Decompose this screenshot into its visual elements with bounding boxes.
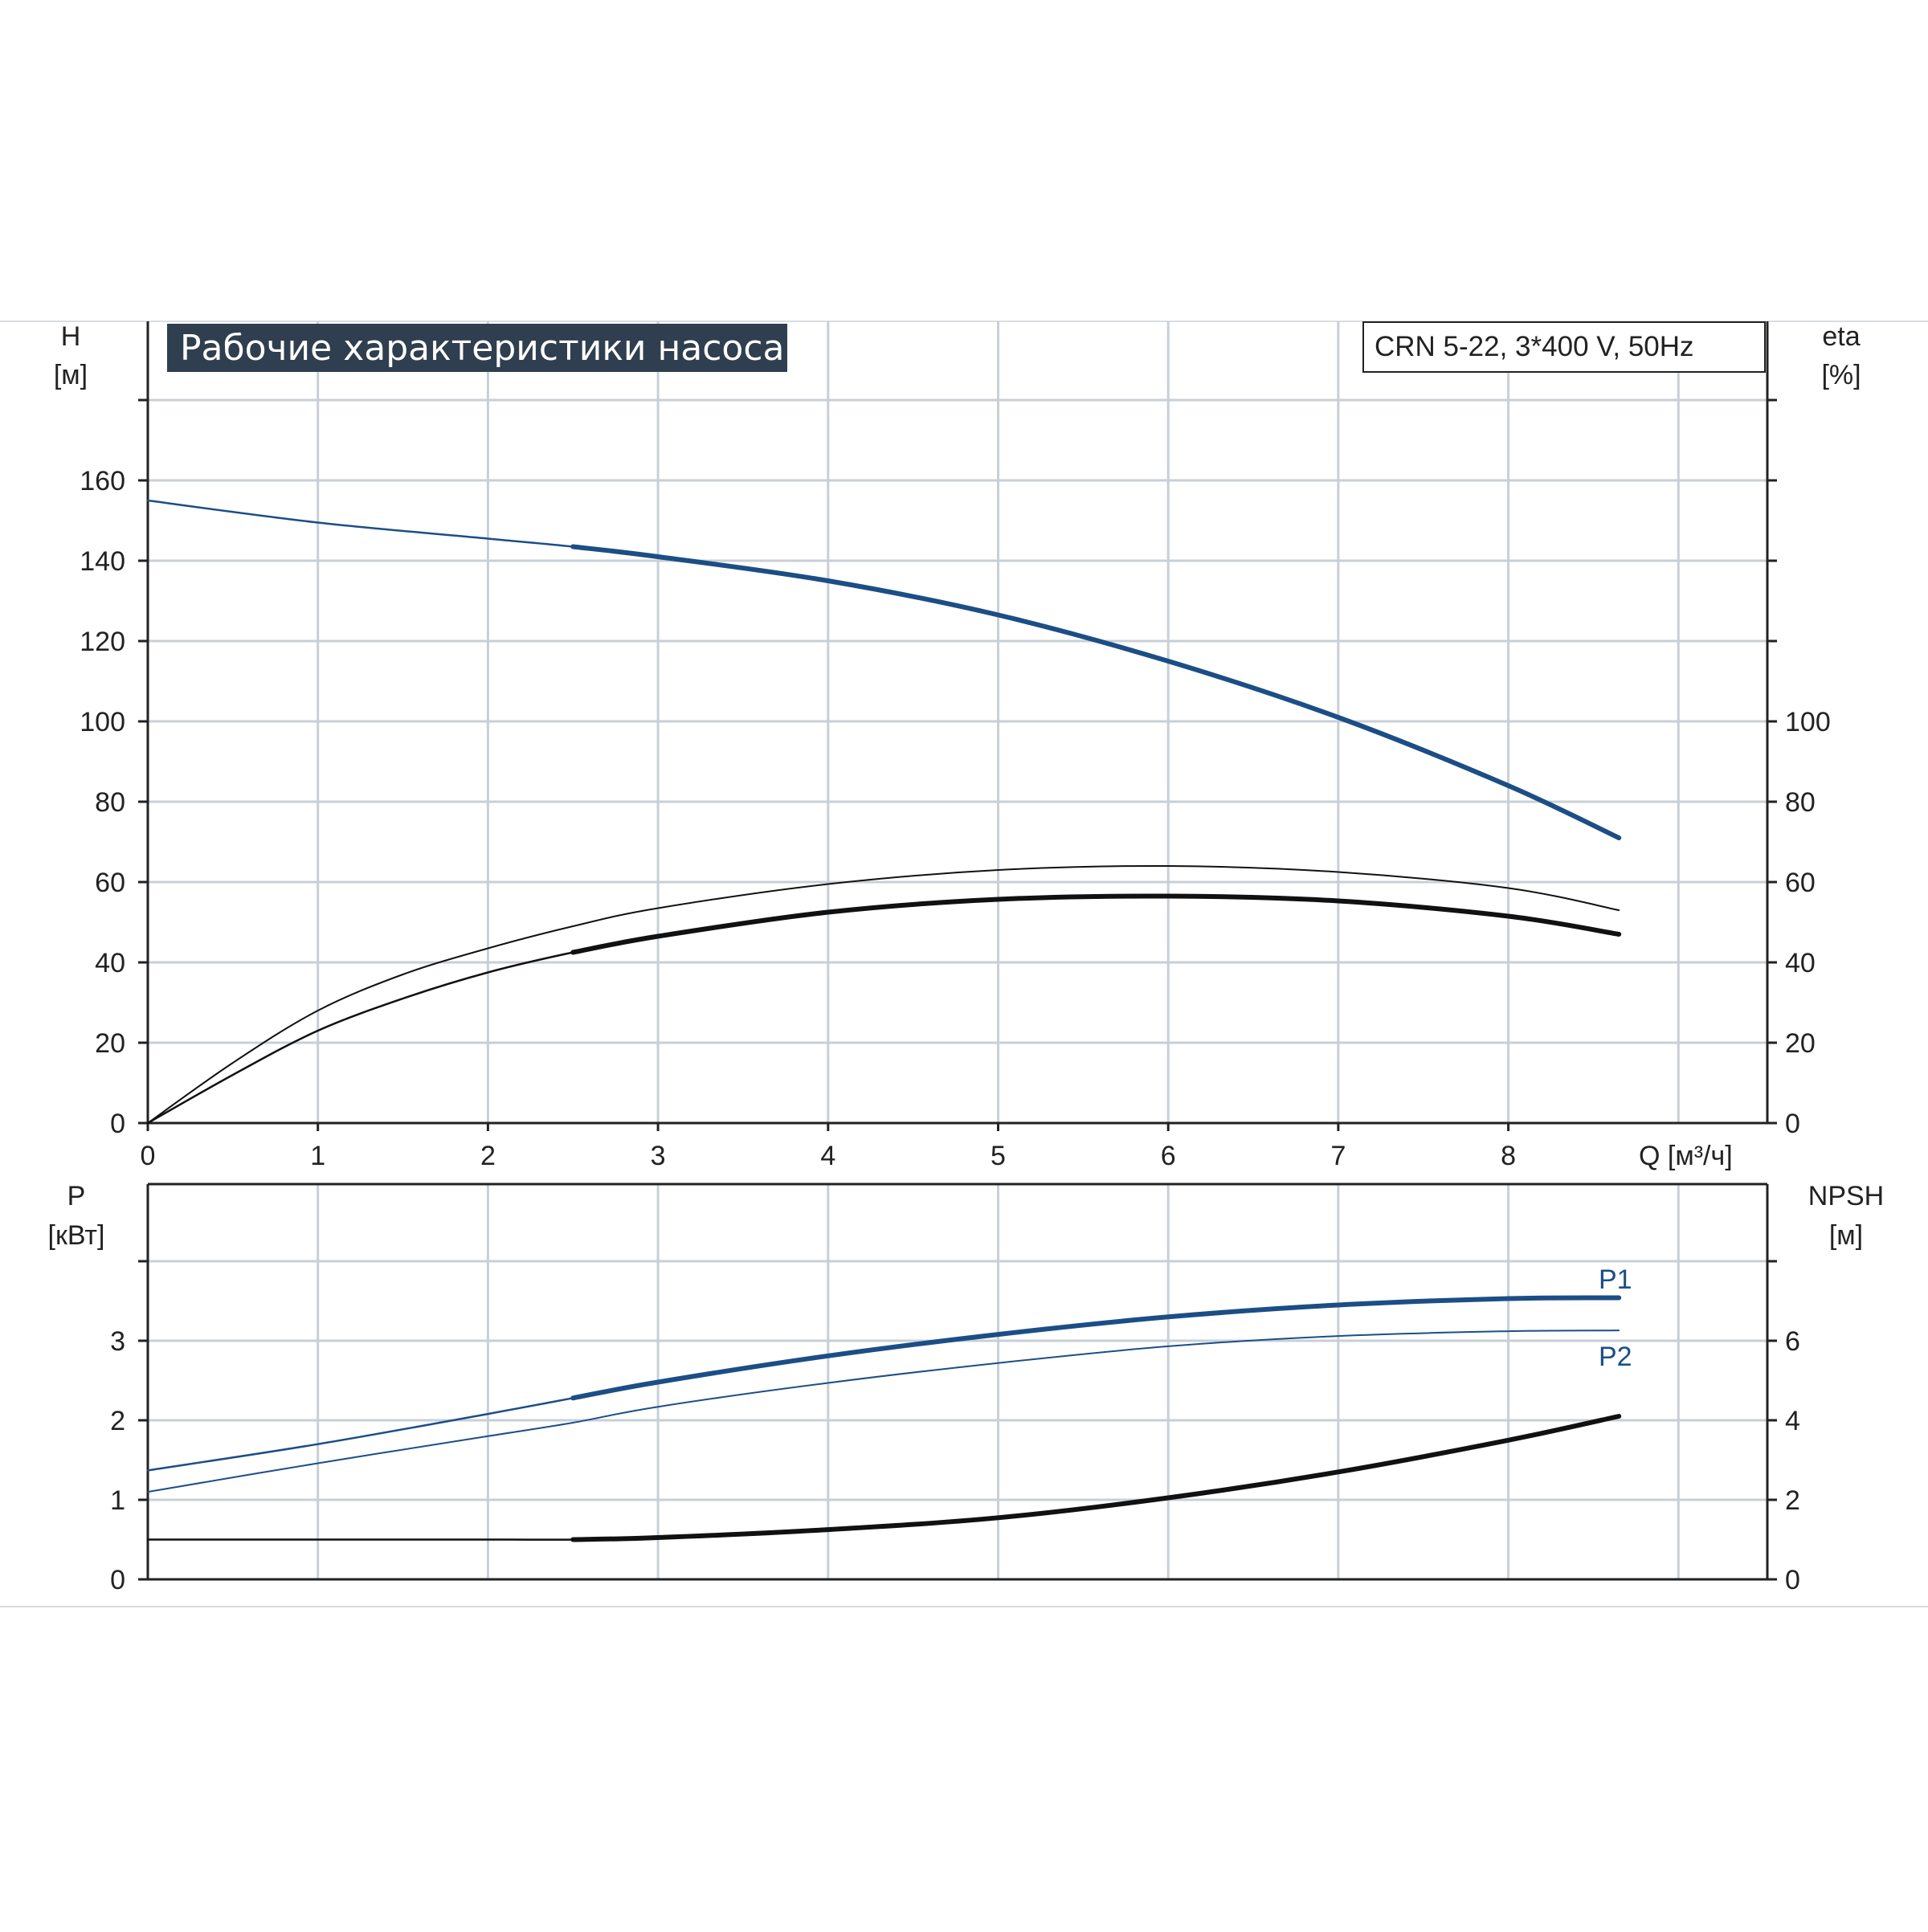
model-label: CRN 5-22, 3*400 V, 50Hz [1375, 331, 1694, 362]
y-tick-label-right: 4 [1785, 1406, 1800, 1436]
y-tick-label-right: 0 [1785, 1565, 1800, 1595]
y-tick-label-left: 120 [80, 627, 125, 657]
x-tick-label: 2 [480, 1141, 496, 1171]
curve-layer [146, 499, 1622, 1542]
y-tick-label-right: 60 [1785, 868, 1816, 898]
y-axis-right-unit: [%] [1821, 360, 1861, 390]
chart-title-background [167, 324, 787, 372]
x-axis-label: Q [м³/ч] [1639, 1141, 1733, 1171]
x-tick-label: 4 [820, 1141, 835, 1171]
p1-curve-label: P1 [1599, 1264, 1632, 1295]
head-curve-operating-range [570, 544, 1622, 840]
y-tick-label-right: 100 [1785, 707, 1831, 737]
efficiency-curve-total [146, 895, 1620, 1125]
x-tick-label: 8 [1501, 1141, 1516, 1171]
y-axis-right-label: eta [1822, 321, 1860, 352]
y-tick-label-left: 40 [95, 948, 125, 978]
y-tick-label-right: 40 [1785, 948, 1816, 978]
x-tick-label: 0 [141, 1141, 156, 1171]
chart-title: Рабочие характеристики насоса [180, 328, 784, 369]
y-tick-label-left: 0 [110, 1109, 125, 1139]
p2-curve-label: P2 [1599, 1342, 1632, 1372]
power-p1-curve-operating-range [570, 1295, 1622, 1401]
y-axis-left-unit: [м] [54, 360, 88, 390]
power-p1-curve [146, 1297, 1620, 1472]
model-box [1362, 321, 1766, 373]
grid-layer [0, 321, 1928, 1607]
y-tick-label-right: 20 [1785, 1028, 1816, 1059]
y-axis-left-label: P [67, 1181, 86, 1211]
y-tick-label-left: 0 [110, 1565, 125, 1595]
x-tick-label: 6 [1161, 1141, 1176, 1171]
y-tick-label-right: 80 [1785, 787, 1816, 818]
y-tick-label-left: 3 [110, 1326, 125, 1357]
y-axis-right-label: NPSH [1808, 1181, 1884, 1211]
y-tick-label-left: 60 [95, 868, 125, 898]
y-tick-label-left: 20 [95, 1028, 125, 1059]
x-tick-label: 3 [651, 1141, 666, 1171]
axis-layer [138, 321, 1777, 1581]
y-tick-label-right: 0 [1785, 1109, 1800, 1139]
power-p2-curve [147, 1330, 1620, 1493]
y-tick-label-left: 2 [110, 1406, 125, 1436]
y-tick-label-left: 140 [80, 546, 125, 577]
x-tick-label: 1 [310, 1141, 325, 1171]
y-axis-left-unit: [кВт] [48, 1220, 105, 1251]
head-curve [146, 499, 1620, 839]
y-tick-label-left: 160 [80, 466, 125, 496]
y-tick-label-right: 6 [1785, 1326, 1800, 1357]
x-tick-label: 5 [991, 1141, 1006, 1171]
x-tick-label: 7 [1330, 1141, 1346, 1171]
y-tick-label-right: 2 [1785, 1485, 1800, 1516]
npsh-curve-operating-range [570, 1414, 1622, 1542]
efficiency-curve-total-operating-range [570, 893, 1622, 955]
y-tick-label-left: 1 [110, 1485, 125, 1516]
y-tick-label-left: 80 [95, 787, 125, 818]
efficiency-curve-pump [147, 864, 1620, 1124]
y-axis-left-label: H [61, 321, 81, 352]
y-axis-right-unit: [м] [1829, 1220, 1863, 1251]
y-tick-label-left: 100 [80, 707, 125, 737]
